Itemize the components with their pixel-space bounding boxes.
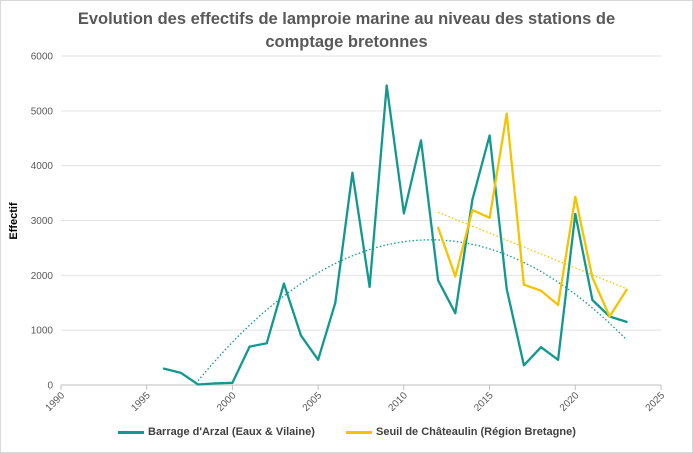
legend-item-chateaulin: Seuil de Châteaulin (Région Bretagne) <box>346 426 576 438</box>
legend-label-chateaulin: Seuil de Châteaulin (Région Bretagne) <box>376 426 576 438</box>
y-tick-1000: 1000 <box>31 326 54 337</box>
x-tick-1995: 1995 <box>129 390 153 414</box>
legend: Barrage d'Arzal (Eaux & Vilaine) Seuil d… <box>0 426 693 444</box>
point-series-1-2014 <box>471 208 474 212</box>
x-tick-2015: 2015 <box>472 390 496 414</box>
chart-title-line2: comptage bretonnes <box>265 33 428 51</box>
point-series-1-2018 <box>539 289 543 292</box>
point-series-0-2003 <box>282 282 285 285</box>
point-series-0-2008 <box>368 285 371 288</box>
point-series-0-2023 <box>625 320 628 324</box>
point-series-0-2001 <box>248 345 251 348</box>
point-series-1-2015 <box>488 216 491 219</box>
point-series-0-2014 <box>471 198 474 201</box>
chart-title: Evolution des effectifs de lamproie mari… <box>0 8 693 54</box>
x-tick-2025: 2025 <box>644 390 668 414</box>
point-series-0-2019 <box>557 358 560 361</box>
y-axis-label: Effectif <box>8 202 20 240</box>
y-tick-4000: 4000 <box>31 161 54 172</box>
y-tick-5000: 5000 <box>31 106 54 117</box>
point-series-0-2004 <box>299 334 303 337</box>
point-series-1-2017 <box>522 283 525 286</box>
y-tick-6000: 6000 <box>31 52 54 63</box>
point-series-0-2011 <box>419 139 423 142</box>
x-tick-2000: 2000 <box>215 390 239 414</box>
point-series-0-1999 <box>214 382 217 385</box>
point-series-1-2020 <box>574 195 577 199</box>
point-series-0-1997 <box>179 371 183 375</box>
trendline-series-1 <box>437 211 627 290</box>
point-series-0-2005 <box>317 358 320 361</box>
point-series-0-2016 <box>505 287 508 291</box>
point-series-1-2012 <box>437 226 440 229</box>
point-series-1-2013 <box>454 275 457 278</box>
point-series-0-1998 <box>197 383 200 386</box>
point-series-0-2013 <box>454 312 457 315</box>
y-tick-0: 0 <box>47 381 53 392</box>
point-series-0-2010 <box>402 212 405 215</box>
legend-item-arzal: Barrage d'Arzal (Eaux & Vilaine) <box>118 426 315 438</box>
point-series-1-2022 <box>608 315 611 318</box>
x-tick-2010: 2010 <box>386 390 410 414</box>
point-series-0-2002 <box>265 342 268 345</box>
point-series-0-2012 <box>437 279 440 282</box>
series-line-0 <box>163 84 628 386</box>
y-tick-3000: 3000 <box>31 216 54 227</box>
series-lines <box>162 84 628 386</box>
x-tick-1990: 1990 <box>44 390 68 414</box>
point-series-0-2018 <box>539 346 543 349</box>
x-tick-2005: 2005 <box>301 390 325 414</box>
point-series-0-2017 <box>522 364 525 367</box>
y-tick-labels: 0 1000 2000 3000 4000 5000 6000 <box>31 52 54 392</box>
legend-label-arzal: Barrage d'Arzal (Eaux & Vilaine) <box>148 426 315 438</box>
point-series-0-2000 <box>231 381 234 384</box>
series-line-1 <box>437 112 628 318</box>
point-series-1-2021 <box>591 276 594 279</box>
chart-title-line1: Evolution des effectifs de lamproie mari… <box>77 10 616 28</box>
legend-swatch-chateaulin <box>346 430 372 434</box>
point-series-0-2007 <box>351 171 354 174</box>
trendlines <box>197 211 628 382</box>
trendline-series-0 <box>197 239 628 382</box>
point-series-1-2019 <box>557 303 560 307</box>
x-tick-2020: 2020 <box>558 390 582 414</box>
point-series-0-2006 <box>334 301 337 304</box>
point-series-1-2023 <box>625 288 628 291</box>
x-tick-labels: 1990 1995 2000 2005 2010 2015 2020 2025 <box>44 390 668 414</box>
legend-swatch-arzal <box>118 430 144 434</box>
y-tick-2000: 2000 <box>31 271 54 282</box>
point-series-0-2009 <box>385 84 388 87</box>
point-series-1-2016 <box>505 112 508 115</box>
point-series-0-2021 <box>591 298 594 302</box>
gridlines <box>60 55 662 390</box>
point-series-0-2020 <box>574 212 577 216</box>
point-series-0-2015 <box>488 134 491 137</box>
point-series-0-1996 <box>162 367 165 370</box>
